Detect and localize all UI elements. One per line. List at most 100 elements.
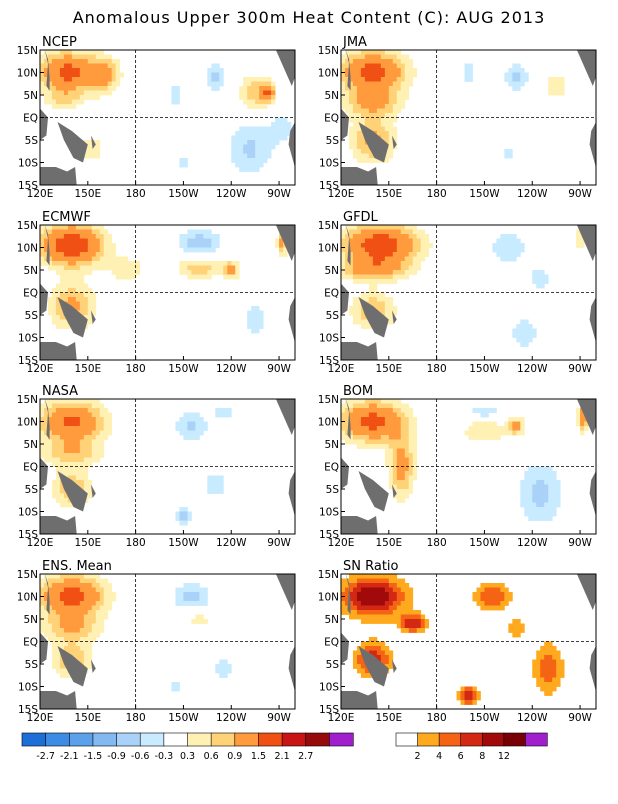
heat-cell xyxy=(75,288,81,293)
heat-cell xyxy=(83,399,89,404)
heat-cell xyxy=(544,502,549,508)
heat-cell xyxy=(528,333,533,338)
heat-cell xyxy=(348,412,354,418)
heat-cell xyxy=(47,619,53,624)
heat-cell xyxy=(376,650,382,656)
lat-label: 15N xyxy=(17,220,38,232)
heat-cell xyxy=(388,306,394,311)
heat-cell xyxy=(55,256,61,262)
heat-cell xyxy=(47,403,53,409)
heat-cell xyxy=(183,243,188,248)
anomaly-colorbar-swatch xyxy=(281,732,307,747)
heat-cell xyxy=(71,247,77,253)
heat-cell xyxy=(75,462,81,467)
heat-cell xyxy=(251,153,256,159)
heat-cell xyxy=(119,274,125,280)
heat-cell xyxy=(91,238,97,244)
heat-cell xyxy=(219,72,224,78)
heat-cell xyxy=(223,408,228,413)
heat-cell xyxy=(408,247,414,253)
heat-cell xyxy=(199,229,204,235)
lat-label: 15N xyxy=(17,394,38,406)
panel-title: NCEP xyxy=(42,35,77,50)
heat-cell xyxy=(380,641,386,647)
heat-cell xyxy=(223,265,228,271)
heat-cell xyxy=(341,72,346,78)
lat-label: 10N xyxy=(318,417,339,429)
heat-cell xyxy=(255,104,260,109)
heat-cell xyxy=(95,444,101,449)
heat-cell xyxy=(516,86,521,91)
heat-cell xyxy=(215,243,220,248)
heat-cell xyxy=(384,315,390,320)
heat-cell xyxy=(384,444,390,449)
heat-cell xyxy=(400,72,406,78)
heat-cell xyxy=(63,63,69,69)
heat-cell xyxy=(83,288,89,293)
heat-cell xyxy=(103,578,109,584)
heat-cell xyxy=(384,274,390,280)
heat-cell xyxy=(344,587,350,593)
heat-cell xyxy=(63,104,69,109)
land-mass xyxy=(576,399,596,435)
heat-cell xyxy=(400,457,406,463)
heat-cell xyxy=(384,229,390,235)
heat-cell xyxy=(79,637,85,642)
lat-label: 10S xyxy=(18,158,38,170)
heat-cell xyxy=(364,673,370,678)
heat-cell xyxy=(59,471,65,476)
heat-cell xyxy=(496,596,501,602)
heat-cell xyxy=(484,583,489,588)
heat-cell xyxy=(496,243,501,248)
heat-cell xyxy=(548,516,553,521)
heat-cell xyxy=(372,261,378,266)
heat-cell xyxy=(476,408,481,413)
heat-cell xyxy=(532,511,537,517)
heat-cell xyxy=(243,90,248,96)
heat-cell xyxy=(360,108,366,114)
heat-cell xyxy=(267,81,272,87)
heat-cell xyxy=(548,484,553,490)
heat-cell xyxy=(468,430,473,436)
heat-cell xyxy=(392,50,398,55)
heat-cell xyxy=(71,444,77,449)
heat-cell xyxy=(356,655,362,660)
heat-cell xyxy=(376,247,382,253)
heat-cell xyxy=(384,99,390,105)
heat-cell xyxy=(548,90,553,96)
heat-cell xyxy=(380,292,386,298)
heat-cell xyxy=(263,95,268,100)
heat-cell xyxy=(255,162,260,168)
heat-cell xyxy=(576,234,581,239)
heat-cell xyxy=(372,81,378,87)
heat-cell xyxy=(67,646,73,651)
heat-cell xyxy=(388,81,394,87)
heat-cell xyxy=(408,628,414,633)
lon-label: 120W xyxy=(517,188,548,200)
heat-cell xyxy=(83,439,89,445)
heat-cell xyxy=(412,610,418,615)
heat-cell xyxy=(364,122,370,127)
heat-cell xyxy=(103,243,109,248)
heat-cell xyxy=(40,59,45,64)
heat-cell xyxy=(516,72,521,78)
heat-cell xyxy=(99,444,105,449)
heat-cell xyxy=(83,614,89,620)
heat-cell xyxy=(95,140,101,145)
heat-cell xyxy=(43,439,49,445)
heat-cell xyxy=(360,229,366,235)
heat-cell xyxy=(175,421,180,427)
heat-cell xyxy=(43,77,49,82)
heat-cell xyxy=(372,408,378,413)
heat-cell xyxy=(83,475,89,481)
heat-cell xyxy=(380,650,386,656)
heat-cell xyxy=(247,126,252,132)
heat-cell xyxy=(195,587,200,593)
heat-cell xyxy=(211,480,216,485)
heat-cell xyxy=(384,435,390,440)
heat-cell xyxy=(51,655,57,660)
heat-cell xyxy=(520,324,525,329)
land-mass xyxy=(392,484,397,498)
heat-cell xyxy=(247,153,252,159)
heat-cell xyxy=(384,421,390,427)
